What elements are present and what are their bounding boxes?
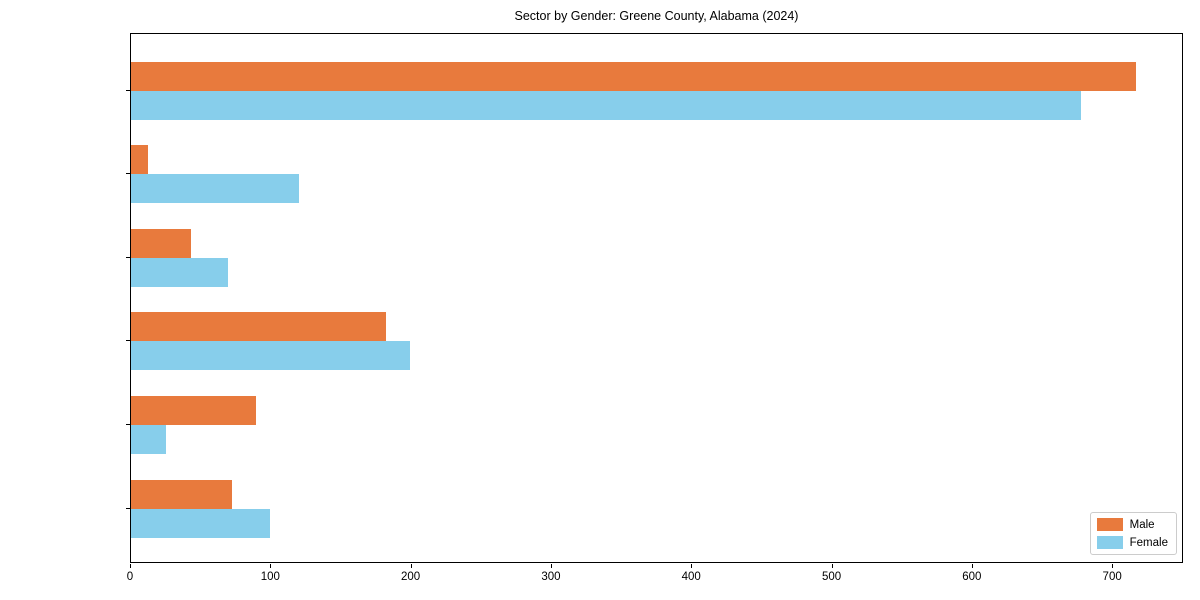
x-tick-mark (831, 564, 833, 568)
legend-swatch-female (1096, 536, 1123, 549)
bar-female-state-government (131, 341, 411, 371)
bar-male-private-for-profit (131, 61, 1136, 91)
legend: Male Female (1089, 512, 1177, 555)
bar-male-private-non-profit (131, 145, 148, 175)
bar-male-self-employed (131, 479, 233, 509)
bar-female-private-for-profit (131, 90, 1081, 120)
y-tick-mark (126, 340, 130, 342)
x-tick-mark (270, 564, 272, 568)
y-tick-mark (126, 423, 130, 425)
legend-label-female: Female (1129, 536, 1168, 549)
chart-title: Sector by Gender: Greene County, Alabama… (514, 9, 799, 23)
bar-male-state-government (131, 312, 387, 342)
bar-female-federal-government (131, 424, 167, 454)
x-tick-label-200: 200 (401, 571, 421, 583)
x-tick-label-700: 700 (1102, 571, 1122, 583)
bar-female-local-government (131, 257, 228, 287)
y-tick-mark (126, 507, 130, 509)
x-tick-label-300: 300 (541, 571, 561, 583)
legend-label-male: Male (1129, 518, 1155, 531)
x-tick-mark (550, 564, 552, 568)
legend-entry-female: Female (1096, 536, 1168, 549)
y-tick-mark (126, 173, 130, 175)
x-tick-mark (410, 564, 412, 568)
plot-area: Male Female (130, 33, 1183, 563)
legend-swatch-male (1096, 518, 1123, 531)
x-tick-label-0: 0 (126, 571, 134, 583)
bar-male-federal-government (131, 395, 256, 425)
x-tick-mark (1112, 564, 1114, 568)
bar-female-self-employed (131, 508, 270, 538)
x-tick-label-600: 600 (962, 571, 982, 583)
x-tick-label-400: 400 (681, 571, 701, 583)
x-tick-mark (971, 564, 973, 568)
bar-female-private-non-profit (131, 174, 300, 204)
x-tick-label-100: 100 (260, 571, 280, 583)
x-tick-mark (691, 564, 693, 568)
x-tick-label-500: 500 (821, 571, 842, 583)
legend-entry-male: Male (1096, 518, 1168, 531)
x-tick-mark (130, 564, 131, 568)
y-tick-mark (126, 89, 130, 91)
y-tick-mark (126, 256, 130, 258)
bar-male-local-government (131, 228, 192, 258)
